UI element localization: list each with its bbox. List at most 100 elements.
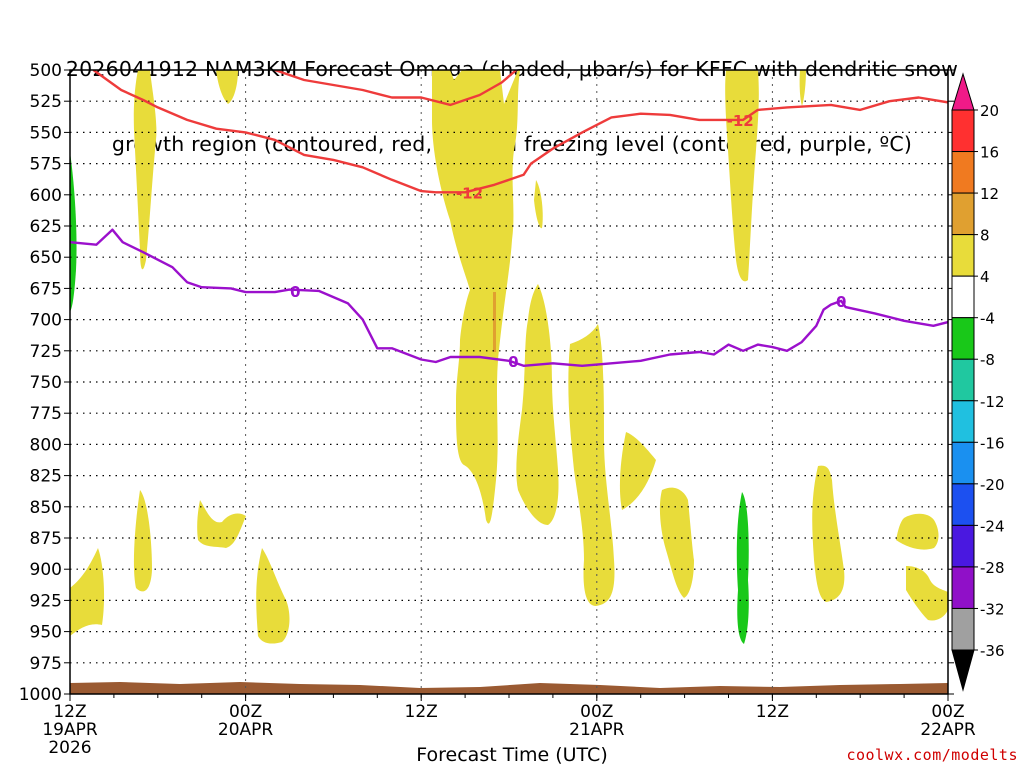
contour-line-dgz [92,70,729,194]
omega-shade-yellow [799,70,806,106]
y-tick-label: 900 [30,560,62,580]
y-tick-label: 575 [30,155,62,175]
omega-shade-yellow [812,465,845,602]
omega-shade-yellow [725,70,759,282]
colorbar-bin [951,192,975,236]
y-tick-label: 800 [30,435,62,455]
colorbar-label: 16 [980,144,999,162]
y-tick-label: 550 [30,123,62,143]
y-tick-label: 725 [30,342,62,362]
contour-labels: -12 -12 0 0 0 [290,112,846,371]
omega-shade-green [736,492,749,644]
omega-shade-yellow [534,180,543,229]
colorbar: 20 16 12 8 4 -4 -8 -12 -16 -20 -24 -28 -32 -36 [951,72,1005,692]
contour-label: 0 [836,293,846,311]
grid-lines [70,70,948,694]
colorbar-bin [951,109,975,153]
contour-lines [70,70,948,367]
x-tick-label: 12Z [405,702,438,722]
x-tick-label: 12Z [756,702,789,722]
colorbar-label: -20 [980,476,1005,494]
colorbar-label: -4 [980,310,995,328]
x-tick-label: 12Z [53,702,86,722]
colorbar-label: -32 [980,600,1005,618]
colorbar-bin [951,317,975,360]
colorbar-label: -28 [980,559,1005,577]
y-tick-label: 925 [30,591,62,611]
colorbar-label: 8 [980,227,990,245]
omega-shade-yellow [133,490,152,592]
y-tick-label: 650 [30,248,62,268]
credit-link[interactable]: coolwx.com/modelts [846,746,1018,764]
y-tick-label: 675 [30,279,62,299]
omega-shade-green [70,152,77,312]
x-tick-label: 19APR [42,720,98,740]
contour-line-dgz [728,96,948,122]
omega-shade-yellow [619,432,656,510]
contour-label: -12 [727,112,754,130]
y-tick-label: 500 [30,61,62,81]
omega-shade-orange [493,292,496,352]
x-tick-label: 00Z [931,702,964,722]
contour-line-dgz [274,70,518,107]
x-axis-title: Forecast Time (UTC) [416,744,608,766]
omega-shade-yellow [197,500,246,548]
colorbar-label: -12 [980,393,1005,411]
terrain-band [70,682,948,694]
y-tick-label: 950 [30,623,62,643]
contour-label: 0 [290,283,300,301]
colorbar-bin [951,483,975,526]
contour-label: -12 [456,184,483,202]
y-tick-label: 1000 [19,685,62,705]
x-tick-label: 20APR [218,720,274,740]
omega-shade-yellow [516,284,559,525]
y-tick-label: 600 [30,186,62,206]
colorbar-bin [951,151,975,194]
x-tick-label: 22APR [920,720,976,740]
y-tick-label: 850 [30,498,62,518]
chart-title: 2026041912 NAM3KM Forecast Omega (shaded… [0,4,1024,183]
colorbar-bin [951,524,975,568]
omega-shade-yellow [896,513,939,550]
colorbar-label: -16 [980,434,1005,452]
colorbar-label: -8 [980,351,995,369]
y-tick-label: 700 [30,311,62,331]
y-tick-label: 750 [30,373,62,393]
y-axis: 500 525 550 575 600 625 650 675 700 725 750 775 800 8… [19,61,954,705]
omega-shade-yellow [432,70,520,524]
omega-shade-yellow [659,487,694,598]
omega-shade-yellow [216,70,238,104]
colorbar-label: 12 [980,185,999,203]
colorbar-bin [951,607,975,651]
colorbar-label: -24 [980,517,1005,535]
colorbar-bin [951,566,975,609]
x-tick-label: 00Z [229,702,262,722]
y-tick-label: 775 [30,404,62,424]
colorbar-label: 20 [980,102,999,120]
y-tick-label: 975 [30,654,62,674]
y-tick-label: 875 [30,529,62,549]
y-tick-label: 625 [30,217,62,237]
colorbar-bin [951,441,975,485]
omega-shade-yellow [256,548,290,644]
omega-shade-yellow [906,566,948,621]
colorbar-bin [951,400,975,443]
omega-shading [70,70,948,694]
omega-shade-yellow [568,324,615,606]
colorbar-top-arrow [951,72,975,111]
y-tick-label: 525 [30,92,62,112]
colorbar-bottom-arrow [951,649,975,692]
omega-shade-yellow [133,70,157,270]
omega-shade-yellow [70,548,105,636]
contour-line-freezing [70,228,948,367]
title-line-1: 2026041912 NAM3KM Forecast Omega (shaded… [65,57,959,81]
colorbar-bin [951,275,975,319]
colorbar-bin [951,358,975,402]
colorbar-bin [951,234,975,277]
colorbar-label: -36 [980,642,1005,660]
x-tick-label: 21APR [569,720,625,740]
colorbar-label: 4 [980,268,990,286]
x-tick-label: 00Z [580,702,613,722]
contour-label: 0 [508,353,518,371]
